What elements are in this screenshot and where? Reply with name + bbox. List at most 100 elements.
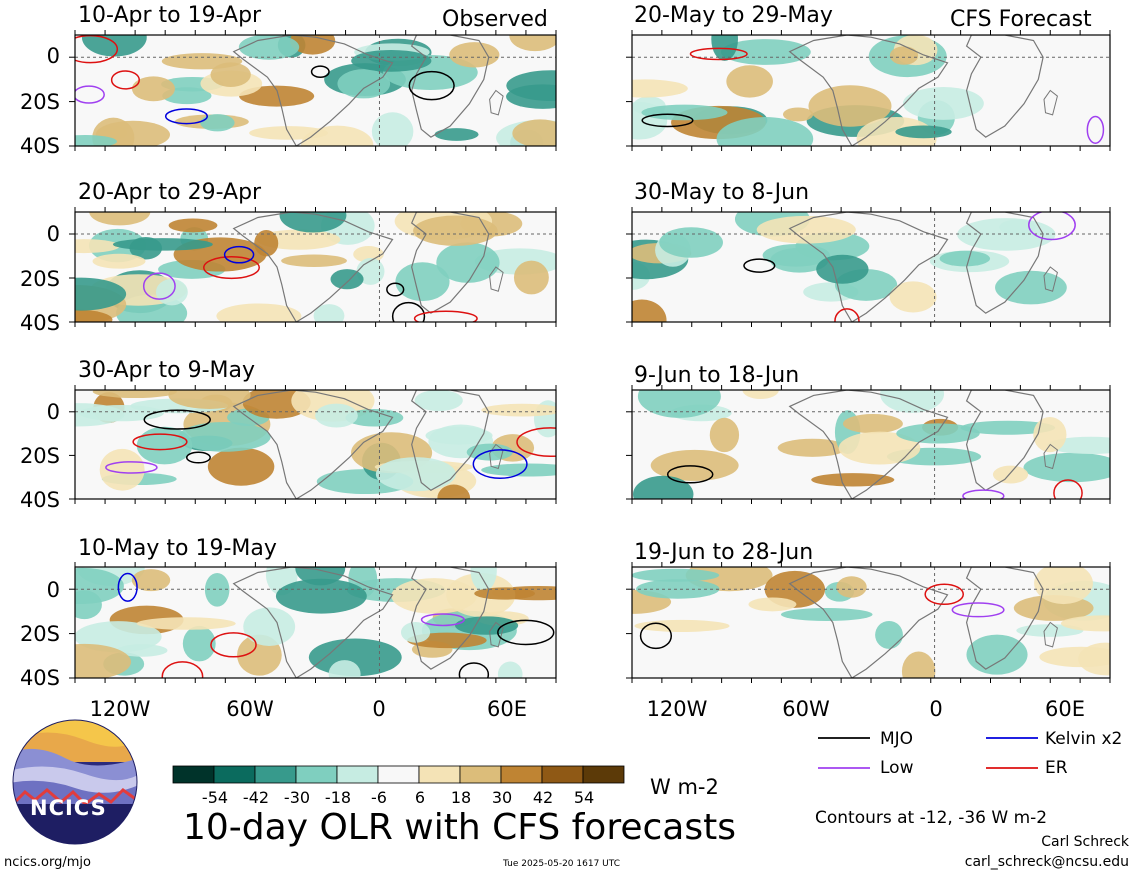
olr-anomaly-patch xyxy=(330,269,364,290)
panel-title-obs-1: 10-Apr to 19-Apr xyxy=(78,3,262,28)
olr-anomaly-patch xyxy=(481,403,556,417)
olr-anomaly-patch xyxy=(512,119,556,146)
olr-anomaly-patch xyxy=(391,578,477,614)
south-america-outline xyxy=(788,390,949,499)
africa-outline xyxy=(965,35,1044,138)
olr-anomaly-patch xyxy=(1033,417,1067,453)
wave-contour xyxy=(413,310,478,322)
olr-anomaly-patch xyxy=(116,644,168,657)
olr-anomaly-patch xyxy=(371,112,414,146)
madagascar-outline xyxy=(1043,89,1058,116)
olr-anomaly-patch xyxy=(168,390,251,409)
panel-title-fc-3: 9-Jun to 18-Jun xyxy=(634,363,800,388)
y-tick-0: 0 xyxy=(46,400,60,424)
olr-anomaly-patch xyxy=(880,390,945,413)
y-tick-40s: 40S xyxy=(19,311,60,335)
olr-anomaly-patch xyxy=(239,85,315,107)
logo-text: NCICS xyxy=(30,796,107,820)
south-america-outline xyxy=(788,567,949,678)
site-url[interactable]: ncics.org/mjo xyxy=(4,855,91,870)
olr-anomaly-patch xyxy=(896,423,980,444)
olr-anomaly-patch xyxy=(742,390,779,399)
x-tick-0: 0 xyxy=(929,697,943,721)
wave-contour xyxy=(203,255,260,280)
x-tick-60w: 60W xyxy=(782,697,830,721)
y-tick-40s: 40S xyxy=(19,488,60,512)
olr-anomaly-patch xyxy=(856,117,937,146)
wave-contour xyxy=(472,449,528,480)
olr-anomaly-patch xyxy=(207,447,275,486)
panel-title-obs-2: 20-Apr to 29-Apr xyxy=(78,180,262,205)
wave-contour xyxy=(75,85,105,104)
olr-anomaly-patch xyxy=(1078,642,1110,676)
wave-contour xyxy=(132,433,188,451)
olr-anomaly-patch xyxy=(1060,615,1110,632)
panel-title-fc-4: 19-Jun to 28-Jun xyxy=(634,540,814,565)
olr-anomaly-patch xyxy=(720,39,811,65)
panel-title-obs-3: 30-Apr to 9-May xyxy=(78,358,255,383)
wave-contour xyxy=(142,272,176,300)
olr-anomaly-patch xyxy=(92,253,146,269)
olr-anomaly-patch xyxy=(75,277,127,311)
olr-anomaly-patch xyxy=(992,465,1029,484)
y-tick-0: 0 xyxy=(46,44,60,68)
olr-anomaly-patch xyxy=(901,651,936,678)
colorbar-tick: -42 xyxy=(242,788,270,807)
olr-anomaly-patch xyxy=(275,578,367,614)
olr-anomaly-patch xyxy=(637,390,721,418)
olr-anomaly-patch xyxy=(641,104,728,121)
olr-anomaly-patch xyxy=(875,620,903,649)
colorbar-cell xyxy=(213,765,256,784)
y-tick-20s: 20S xyxy=(19,267,60,291)
colorbar-cell xyxy=(541,765,584,784)
olr-anomaly-patch xyxy=(81,35,147,57)
author-email[interactable]: carl_schreck@ncsu.edu xyxy=(964,854,1129,870)
wave-contour xyxy=(1086,115,1105,144)
olr-anomaly-patch xyxy=(633,475,694,499)
panel-title-fc-2: 30-May to 8-Jun xyxy=(634,180,810,205)
wave-contour xyxy=(161,661,204,678)
olr-anomaly-patch xyxy=(131,569,171,592)
colorbar-cell xyxy=(336,765,379,784)
map-panel xyxy=(632,212,1110,322)
wave-contour xyxy=(666,465,714,484)
olr-anomaly-patch xyxy=(632,568,720,582)
y-tick-20s: 20S xyxy=(19,90,60,114)
south-america-outline xyxy=(232,567,394,678)
olr-anomaly-patch xyxy=(337,69,391,99)
olr-anomaly-patch xyxy=(112,238,213,251)
wave-contour xyxy=(186,451,211,464)
olr-anomaly-patch xyxy=(995,270,1067,305)
wave-contour xyxy=(458,662,490,678)
wave-contour xyxy=(408,70,455,101)
olr-anomaly-patch xyxy=(497,661,523,678)
x-tick-120w: 120W xyxy=(89,697,151,721)
olr-anomaly-patch xyxy=(313,304,345,322)
olr-anomaly-patch xyxy=(238,35,300,60)
olr-anomaly-patch xyxy=(842,414,903,434)
madagascar-outline xyxy=(489,443,504,470)
wave-contour xyxy=(1053,479,1083,499)
olr-anomaly-patch xyxy=(178,422,271,452)
madagascar-outline xyxy=(1043,266,1058,292)
map-panel xyxy=(632,567,1110,678)
contours-note: Contours at -12, -36 W m-2 xyxy=(815,808,1048,828)
wave-contour xyxy=(391,301,426,322)
olr-anomaly-patch xyxy=(75,643,132,678)
y-tick-20s: 20S xyxy=(19,622,60,646)
south-america-outline xyxy=(232,35,394,146)
olr-anomaly-patch xyxy=(131,76,175,102)
olr-anomaly-patch xyxy=(425,426,493,445)
wave-contour xyxy=(75,35,119,64)
wave-contour xyxy=(641,113,694,128)
colorbar-cell xyxy=(377,765,420,784)
colorbar-cell xyxy=(172,765,215,784)
olr-anomaly-patch xyxy=(634,619,730,632)
olr-anomaly-patch xyxy=(481,463,556,477)
olr-anomaly-patch xyxy=(75,134,117,146)
forecast-label: CFS Forecast xyxy=(950,7,1092,32)
olr-anomaly-patch xyxy=(636,579,720,599)
olr-anomaly-patch xyxy=(889,281,937,313)
olr-anomaly-patch xyxy=(315,403,358,428)
colorbar-cell xyxy=(254,765,297,784)
